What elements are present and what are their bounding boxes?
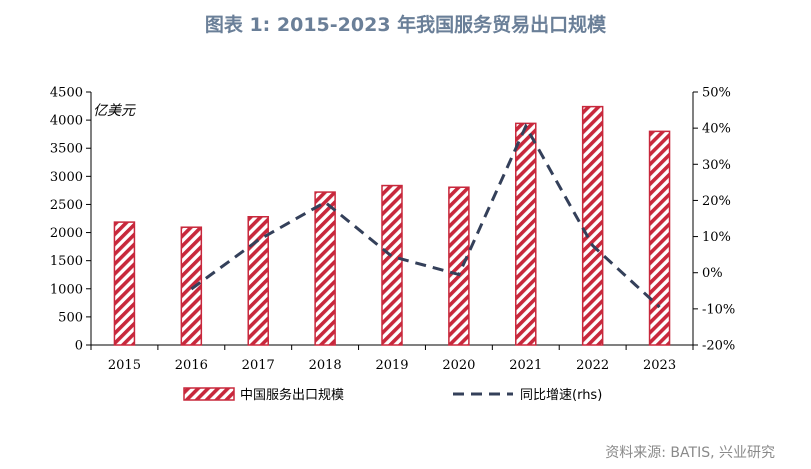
bar bbox=[247, 216, 269, 346]
x-tick-label: 2021 bbox=[509, 358, 542, 373]
x-tick-label: 2019 bbox=[375, 358, 408, 373]
y-left-tick-label: 1000 bbox=[50, 282, 83, 297]
y-left-tick-label: 4500 bbox=[50, 86, 83, 101]
x-tick-label: 2016 bbox=[175, 358, 208, 373]
y-right-tick-label: -20% bbox=[702, 339, 735, 354]
plot-area: 0 500 1000 1500 2000 2500 3000 3500 4000 4500 -20%… bbox=[50, 86, 735, 404]
legend-swatch-bar bbox=[183, 387, 235, 401]
y-left-tick-label: 4000 bbox=[50, 114, 83, 129]
bar bbox=[448, 186, 470, 346]
y-left-tick-label: 3500 bbox=[50, 142, 83, 157]
x-tick-label: 2020 bbox=[442, 358, 475, 373]
y-left-tick-label: 2000 bbox=[50, 226, 83, 241]
x-tick-label: 2022 bbox=[576, 358, 609, 373]
y-right-tick-label: 0% bbox=[702, 266, 723, 281]
y-left-unit-label: 亿美元 bbox=[93, 103, 136, 119]
bar bbox=[581, 105, 604, 346]
y-right-tick-label: 10% bbox=[702, 230, 731, 245]
y-right-tick-label: 40% bbox=[702, 122, 731, 137]
bar bbox=[113, 221, 136, 346]
y-left-tick-label: 2500 bbox=[50, 198, 83, 213]
x-tick-label: 2023 bbox=[643, 358, 676, 373]
chart-title: 图表 1: 2015-2023 年我国服务贸易出口规模 bbox=[204, 14, 607, 36]
legend-label-bar: 中国服务出口规模 bbox=[240, 387, 344, 403]
bar bbox=[648, 130, 671, 346]
x-tick-label: 2017 bbox=[242, 358, 275, 373]
y-left-tick-label: 0 bbox=[75, 339, 83, 354]
y-left-tick-label: 1500 bbox=[50, 254, 83, 269]
x-tick-label: 2015 bbox=[108, 358, 141, 373]
y-right-tick-label: 20% bbox=[702, 194, 731, 209]
source-note: 资料来源: BATIS, 兴业研究 bbox=[605, 445, 775, 461]
bar bbox=[381, 184, 403, 346]
y-right-tick-label: -10% bbox=[702, 302, 735, 317]
y-right-tick-label: 50% bbox=[702, 86, 731, 101]
legend-label-line: 同比增速(rhs) bbox=[520, 388, 602, 403]
bar bbox=[515, 122, 537, 346]
x-tick-label: 2018 bbox=[309, 358, 342, 373]
y-right-tick-label: 30% bbox=[702, 158, 731, 173]
y-left-tick-label: 3000 bbox=[50, 170, 83, 185]
growth-line bbox=[190, 123, 661, 309]
y-left-tick-label: 500 bbox=[58, 310, 83, 325]
bar bbox=[314, 191, 336, 346]
bar bbox=[180, 226, 203, 346]
